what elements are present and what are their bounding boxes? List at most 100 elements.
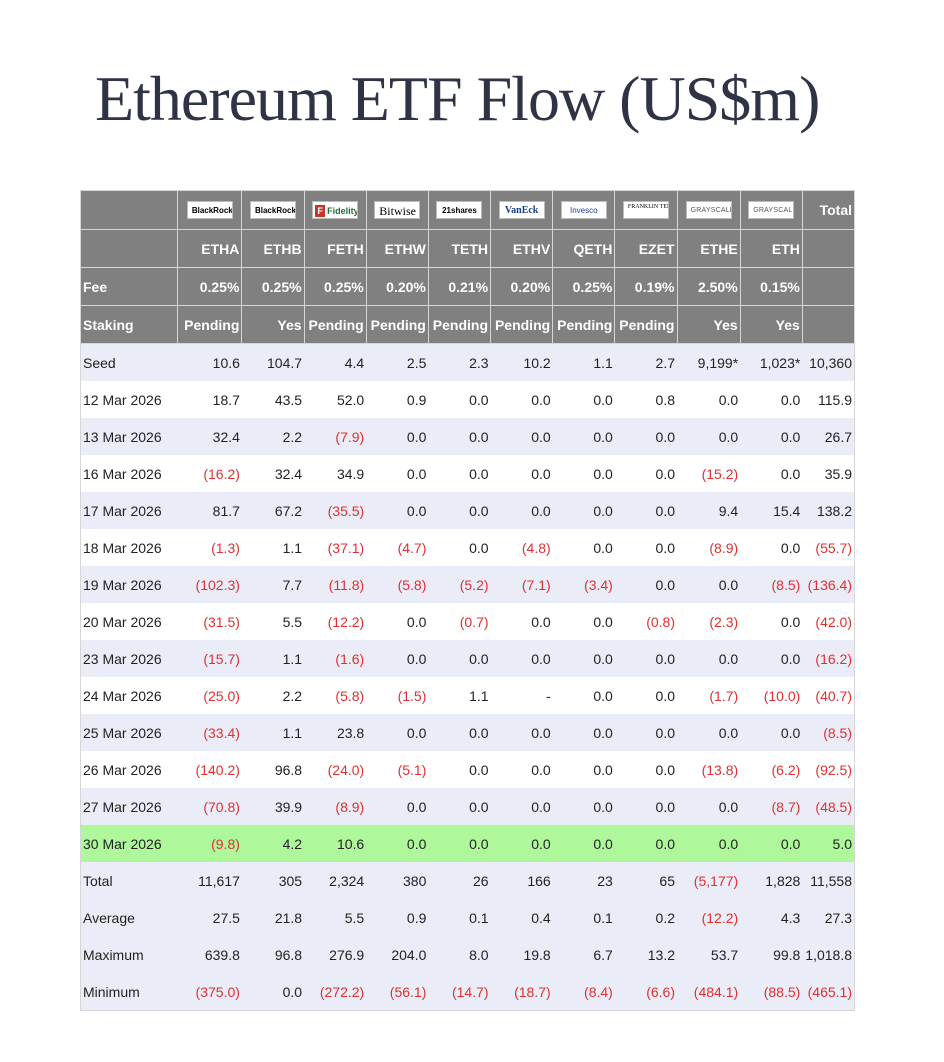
flow-cell: (1.6) <box>335 650 365 667</box>
flow-cell: 0.0 <box>780 428 801 445</box>
flow-cell: (56.1) <box>366 973 429 1011</box>
fee-cell: 0.15% <box>739 267 803 306</box>
page-title: Ethereum ETF Flow (US$m) <box>95 63 820 134</box>
flow-cell: (13.8) <box>701 761 739 778</box>
fee-cell: 0.25% <box>177 267 243 306</box>
row-total-cell: 115.9 <box>802 381 856 418</box>
flow-cell: (1.7) <box>709 687 739 704</box>
row-label: 24 Mar 2026 <box>79 677 178 714</box>
total-column-header: Total <box>801 190 856 230</box>
flow-cell: (16.2) <box>203 465 240 482</box>
flow-cell: 0.0 <box>593 539 613 556</box>
flow-cell: (7.1) <box>521 576 551 593</box>
row-label: Average <box>79 899 178 936</box>
ticker-cell: FETH <box>303 229 367 268</box>
ticker-cell: QETH <box>552 229 616 268</box>
flow-cell: 0.0 <box>655 428 675 445</box>
flow-cell: 0.0 <box>593 761 613 778</box>
flow-cell: 0.0 <box>469 650 489 667</box>
flow-cell: 0.0 <box>469 835 489 852</box>
invesco-logo: Invesco <box>560 201 607 220</box>
blackrock-logo: BlackRock <box>186 201 233 220</box>
daily-flow-row: 19 Mar 2026 (102.3) 7.7 (11.8) (5.8) (5.2) (7.… <box>79 566 856 603</box>
flow-cell: 0.0 <box>718 428 739 445</box>
ticker-cell: ETHW <box>365 229 429 268</box>
flow-cell: (15.2) <box>701 465 739 482</box>
fee-cell: 0.19% <box>614 267 678 306</box>
flow-cell: (31.5) <box>203 613 240 630</box>
average-row: Average 27.5 21.8 5.5 0.9 0.1 0.4 0.1 0.2 (12.2) 4… <box>79 899 856 936</box>
flow-cell: (8.7) <box>771 798 801 815</box>
flow-cell: 0.0 <box>718 576 739 593</box>
flow-cell: 81.7 <box>212 502 240 519</box>
flow-cell: 0.0 <box>593 835 613 852</box>
flow-cell: 0.0 <box>593 650 613 667</box>
issuer-logo-cell: GRAYSCALE <box>676 190 741 230</box>
flow-cell: 0.0 <box>655 761 675 778</box>
row-total-cell: 10,360 <box>802 343 856 381</box>
flow-cell: 0.0 <box>469 761 489 778</box>
fee-cell: 0.20% <box>490 267 554 306</box>
row-total-cell: 35.9 <box>802 455 856 492</box>
flow-cell: (18.7) <box>490 973 553 1011</box>
flow-cell: 1.1 <box>282 539 303 556</box>
flow-cell: 0.0 <box>655 502 675 519</box>
row-label: Seed <box>79 343 178 381</box>
flow-cell: 0.0 <box>469 465 489 482</box>
row-label: 23 Mar 2026 <box>79 640 178 677</box>
flow-cell: 380 <box>403 872 427 889</box>
flow-cell: (35.5) <box>327 502 365 519</box>
flow-cell: (5.8) <box>397 576 427 593</box>
ticker-cell: ETH <box>739 229 803 268</box>
flow-cell: 52.0 <box>336 391 365 408</box>
total-column-blank <box>801 229 856 268</box>
flow-cell: 9.4 <box>718 502 739 519</box>
ticker-cell: TETH <box>427 229 492 268</box>
bitwise-logo: Bitwise <box>374 201 421 220</box>
row-label: Minimum <box>79 973 178 1011</box>
fee-cell: 0.25% <box>552 267 616 306</box>
row-total-cell: (48.5) <box>802 788 856 825</box>
flow-cell: (12.2) <box>327 613 365 630</box>
flow-cell: 26 <box>472 872 489 889</box>
flow-cell: 0.0 <box>718 650 739 667</box>
flow-cell: (7.9) <box>335 428 365 445</box>
flow-cell: 0.0 <box>469 724 489 741</box>
flow-cell: 0.0 <box>469 798 489 815</box>
flow-cell: 0.0 <box>406 724 427 741</box>
vaneck-logo: VanEck <box>498 201 545 220</box>
flow-cell: 0.0 <box>593 724 613 741</box>
flow-cell: (14.7) <box>428 973 491 1011</box>
flow-cell: 39.9 <box>274 798 303 815</box>
flow-cell: 96.8 <box>274 946 303 963</box>
row-total-cell: 27.3 <box>802 899 856 936</box>
flow-cell: (8.9) <box>335 798 365 815</box>
flow-cell: (102.3) <box>195 576 240 593</box>
flow-cell: 0.0 <box>531 428 551 445</box>
fidelity-logo: F Fidelity <box>312 201 359 220</box>
row-total-cell: (465.1) <box>802 973 856 1011</box>
flow-cell: (5.2) <box>459 576 489 593</box>
flow-cell: 65 <box>659 872 675 889</box>
staking-cell: Pending <box>365 305 429 344</box>
flow-cell: 4.2 <box>282 835 303 852</box>
flow-cell: 32.4 <box>212 428 240 445</box>
minimum-row: Minimum (375.0) 0.0 (272.2) (56.1) (14.7) (18.… <box>79 973 856 1011</box>
flow-cell: 0.0 <box>655 798 675 815</box>
flow-cell: 0.0 <box>718 391 739 408</box>
row-total-cell: (42.0) <box>802 603 856 640</box>
flow-cell: 2.2 <box>282 428 303 445</box>
row-total-cell: (16.2) <box>802 640 856 677</box>
row-label: 19 Mar 2026 <box>79 566 178 603</box>
flow-cell: 23 <box>597 872 613 889</box>
flow-cell: 0.0 <box>593 428 613 445</box>
flow-cell: 0.0 <box>531 724 551 741</box>
staking-cell: Pending <box>303 305 367 344</box>
flow-cell: (15.7) <box>203 650 240 667</box>
ticker-row: ETHA ETHB FETH ETHW TETH ETHV QETH EZET ETHE ETH <box>79 229 856 268</box>
row-total-cell: 26.7 <box>802 418 856 455</box>
flow-cell: 0.0 <box>593 465 613 482</box>
flow-cell: 0.0 <box>655 539 675 556</box>
row-total-cell: (136.4) <box>802 566 856 603</box>
flow-cell: 8.0 <box>469 946 489 963</box>
